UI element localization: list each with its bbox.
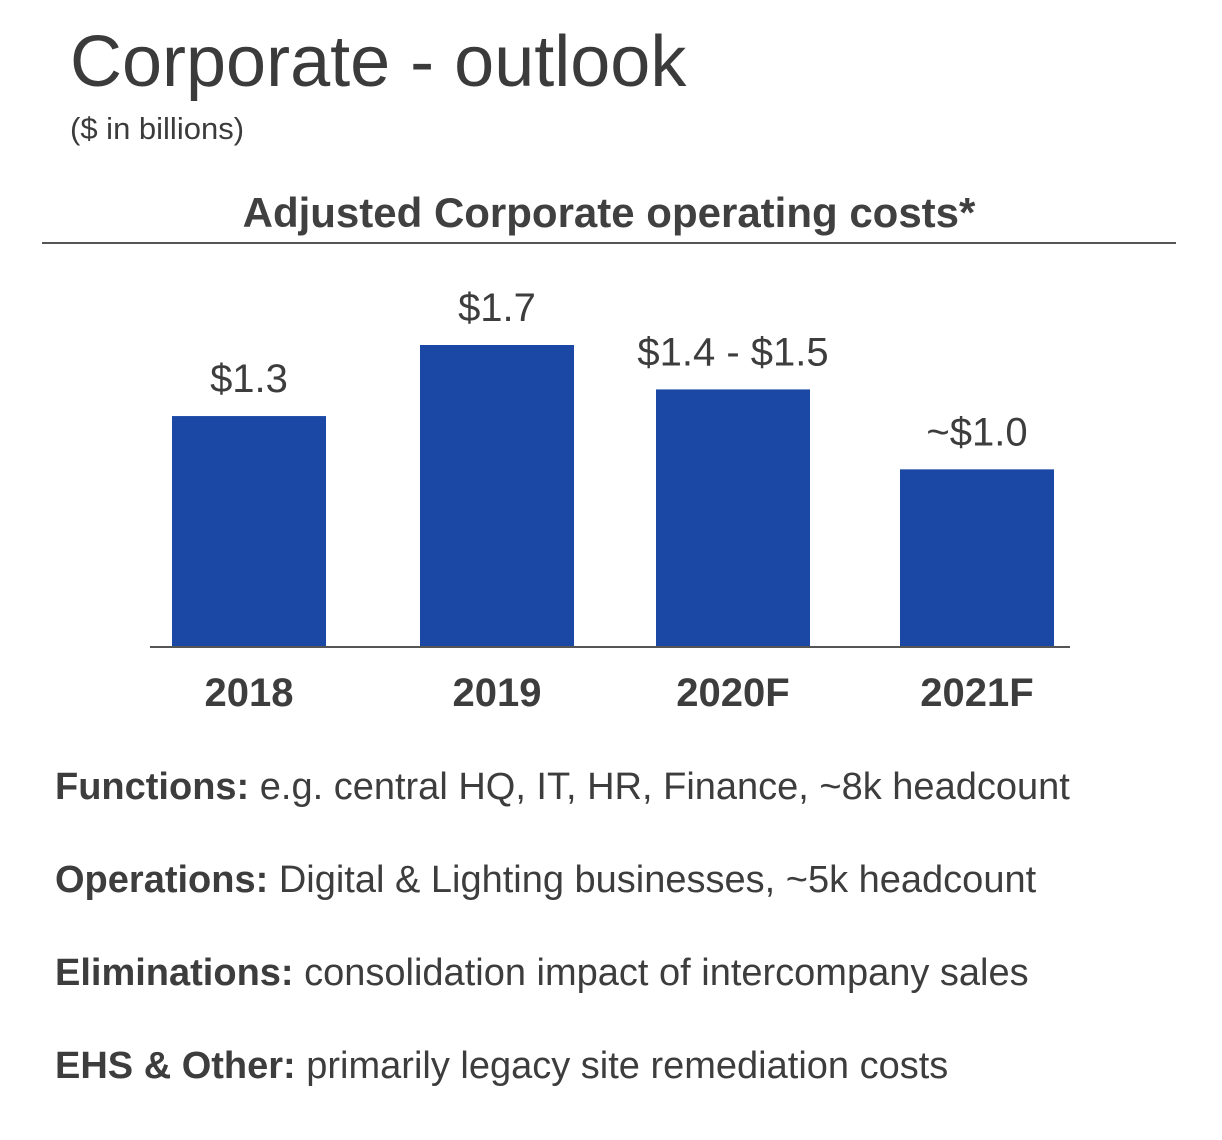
- x-tick-label: 2021F: [920, 671, 1033, 715]
- note-operations: Operations: Digital & Lighting businesse…: [55, 861, 1215, 954]
- bar-2020f: [656, 389, 810, 647]
- chart-title: Adjusted Corporate operating costs*: [242, 189, 976, 236]
- x-tick-label: 2018: [205, 671, 294, 715]
- note-text: primarily legacy site remediation costs: [306, 1045, 949, 1087]
- x-tick-label: 2019: [453, 671, 542, 715]
- chart-title-rule: [42, 242, 1176, 244]
- data-label: $1.3: [210, 357, 288, 401]
- notes-list: Functions: e.g. central HQ, IT, HR, Fina…: [55, 768, 1215, 1140]
- data-label: $1.7: [458, 286, 536, 330]
- bar-2019: [420, 345, 574, 647]
- note-text: consolidation impact of intercompany sal…: [304, 952, 1029, 994]
- note-label: Functions:: [55, 766, 250, 808]
- note-label: Eliminations:: [55, 952, 294, 994]
- x-tick-label: 2020F: [676, 671, 789, 715]
- note-label: EHS & Other:: [55, 1045, 296, 1087]
- note-ehs-other: EHS & Other: primarily legacy site remed…: [55, 1047, 1215, 1140]
- data-label: $1.4 - $1.5: [637, 330, 828, 374]
- page-title: Corporate - outlook: [70, 22, 687, 102]
- note-label: Operations:: [55, 859, 269, 901]
- bar-2021f: [900, 469, 1054, 647]
- page-subtitle: ($ in billions): [70, 111, 245, 146]
- note-text: e.g. central HQ, IT, HR, Finance, ~8k he…: [259, 766, 1070, 808]
- data-label: ~$1.0: [926, 410, 1027, 454]
- note-functions: Functions: e.g. central HQ, IT, HR, Fina…: [55, 768, 1215, 861]
- bar-chart: $1.3 2018 $1.7 2019 $1.4 - $1.5 2020F ~$1.0 202…: [150, 286, 1070, 715]
- note-eliminations: Eliminations: consolidation impact of in…: [55, 954, 1215, 1047]
- note-text: Digital & Lighting businesses, ~5k headc…: [278, 859, 1037, 901]
- bar-2018: [172, 416, 326, 647]
